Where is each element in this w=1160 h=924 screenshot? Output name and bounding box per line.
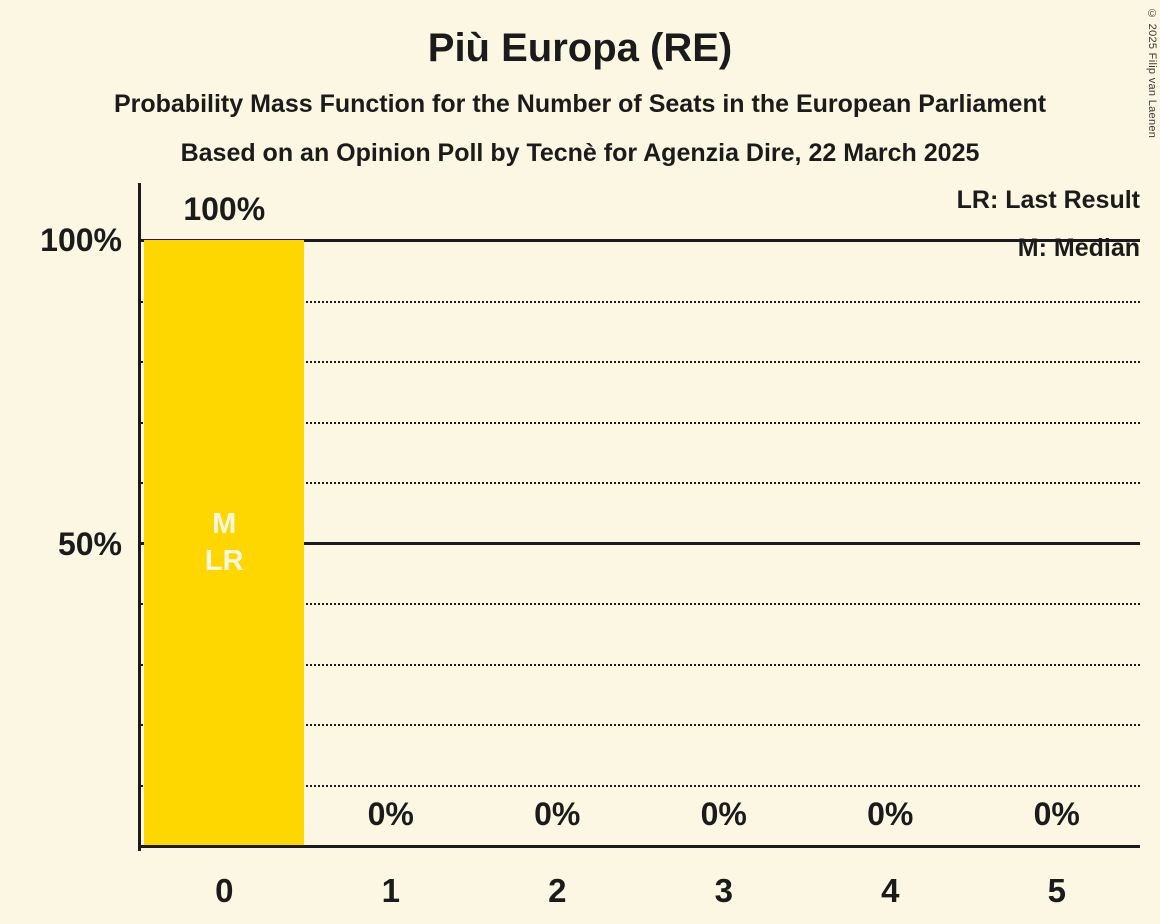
plot-area: M LR 100% 0% 0% 0% 0% 0%	[141, 192, 1141, 848]
gridline-40	[141, 603, 1140, 605]
bar-column-5: 0%	[974, 240, 1141, 845]
chart-subtitle-2: Based on an Opinion Poll by Tecnè for Ag…	[180, 139, 980, 167]
bar-column-0: M LR 100%	[141, 192, 308, 845]
bar-column-3: 0%	[641, 240, 808, 845]
chart-subtitle-1: Probability Mass Function for the Number…	[113, 90, 1047, 118]
median-marker-label: M	[212, 507, 237, 540]
x-axis-labels: 0 1 2 3 4 5	[141, 872, 1140, 910]
legend-last-result-label: LR: Last Result	[956, 186, 1140, 214]
gridline-60	[141, 482, 1140, 484]
bar-column-1: 0%	[308, 240, 475, 845]
category-label-4: 4	[881, 872, 900, 909]
gridline-70	[141, 421, 1140, 424]
value-label-5: 0%	[1033, 796, 1080, 832]
bar-column-2: 0%	[474, 240, 641, 845]
category-label-2: 2	[548, 872, 567, 909]
y-tick-label-50: 50%	[57, 526, 122, 562]
bar-column-4: 0%	[807, 240, 974, 845]
gridline-100	[141, 239, 1140, 242]
value-label-1: 0%	[367, 796, 414, 832]
legend-median-label: M: Median	[1017, 234, 1140, 262]
last-result-marker-label: LR	[204, 544, 244, 577]
value-label-3: 0%	[700, 796, 747, 832]
gridline-80	[141, 361, 1140, 363]
bar-annotation: M LR	[144, 506, 304, 580]
category-label-0: 0	[215, 872, 234, 909]
y-tick-label-100: 100%	[40, 222, 122, 258]
gridline-50	[141, 541, 1140, 545]
copyright-text: © 2025 Filip van Laenen	[1146, 8, 1158, 139]
category-label-1: 1	[381, 872, 400, 909]
gridline-10	[141, 784, 1140, 787]
bar-seats-0: M LR	[144, 240, 305, 845]
y-axis-line	[138, 183, 141, 851]
gridline-20	[141, 724, 1140, 726]
category-label-3: 3	[714, 872, 733, 909]
gridline-90	[141, 300, 1140, 303]
page-title: Più Europa (RE)	[427, 26, 733, 70]
category-label-5: 5	[1047, 872, 1066, 909]
gridline-30	[141, 663, 1140, 666]
value-label-0: 100%	[183, 191, 266, 227]
value-label-4: 0%	[867, 796, 914, 832]
value-label-2: 0%	[534, 796, 581, 832]
